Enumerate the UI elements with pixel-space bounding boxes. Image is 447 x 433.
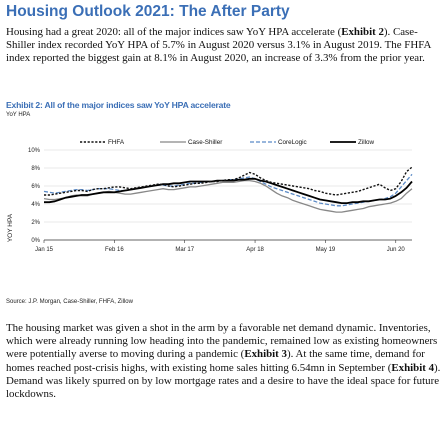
x-tick-label: Apr 18 bbox=[246, 247, 264, 253]
series-line-zillow bbox=[44, 177, 413, 204]
y-tick-label: 4% bbox=[31, 202, 40, 208]
chart-gridlines bbox=[44, 149, 412, 241]
legend-label: CoreLogic bbox=[278, 139, 307, 146]
body-text-3: ). Demand was likely spurred on by low m… bbox=[6, 361, 441, 401]
x-tick-label: Feb 16 bbox=[105, 247, 124, 253]
series-line-fhfa bbox=[44, 166, 413, 196]
x-tick-label: May 19 bbox=[316, 247, 336, 253]
body-text-1: The housing market was given a shot in t… bbox=[6, 322, 438, 361]
y-axis-ticks: 0% 2% 4% 6% 8% 10% bbox=[28, 148, 41, 244]
y-tick-label: 0% bbox=[31, 238, 40, 244]
hpa-line-chart: 0% 2% 4% 6% 8% 10% Jan 15 Feb 16 Mar 17 Apr 18 Ma… bbox=[7, 139, 413, 253]
chart-source: Source: J.P. Morgan, Case-Shiller, FHFA,… bbox=[6, 299, 133, 305]
body-paragraph: The housing market was given a shot in t… bbox=[6, 322, 442, 401]
legend-label: FHFA bbox=[108, 139, 125, 146]
legend-label: Case-Shiller bbox=[188, 139, 222, 146]
body-text-2: ). At the same time, demand for homes re… bbox=[6, 348, 425, 374]
y-tick-label: 8% bbox=[31, 166, 40, 172]
y-tick-label: 10% bbox=[28, 148, 41, 154]
x-tick-label: Jun 20 bbox=[387, 247, 406, 253]
exhibit-2-ref: Exhibit 2 bbox=[341, 26, 384, 38]
exhibit-3-ref: Exhibit 3 bbox=[244, 348, 287, 361]
x-tick-label: Jan 15 bbox=[35, 247, 54, 253]
page-title: Housing Outlook 2021: The After Party bbox=[6, 3, 290, 20]
x-tick-label: Mar 17 bbox=[175, 247, 194, 253]
x-axis-ticks: Jan 15 Feb 16 Mar 17 Apr 18 May 19 Jun 20 bbox=[35, 240, 405, 253]
y-axis-label: YOY HPA bbox=[7, 213, 14, 242]
chart-legend: FHFA Case-Shiller CoreLogic Zillow bbox=[80, 139, 375, 146]
y-tick-label: 2% bbox=[31, 220, 40, 226]
intro-text-2: ). Case-Shiller index recorded YoY HPA o… bbox=[6, 26, 431, 65]
y-tick-label: 6% bbox=[31, 184, 40, 190]
chart-series bbox=[43, 166, 413, 213]
intro-text-1: Housing had a great 2020: all of the maj… bbox=[6, 26, 342, 38]
exhibit-4-ref: Exhibit 4 bbox=[391, 361, 435, 374]
exhibit-title: Exhibit 2: All of the major indices saw … bbox=[6, 100, 231, 110]
exhibit-subtitle: YoY HPA bbox=[6, 112, 31, 118]
legend-label: Zillow bbox=[358, 139, 375, 146]
series-line-case-shiller bbox=[43, 179, 413, 213]
intro-paragraph: Housing had a great 2020: all of the maj… bbox=[6, 26, 442, 66]
